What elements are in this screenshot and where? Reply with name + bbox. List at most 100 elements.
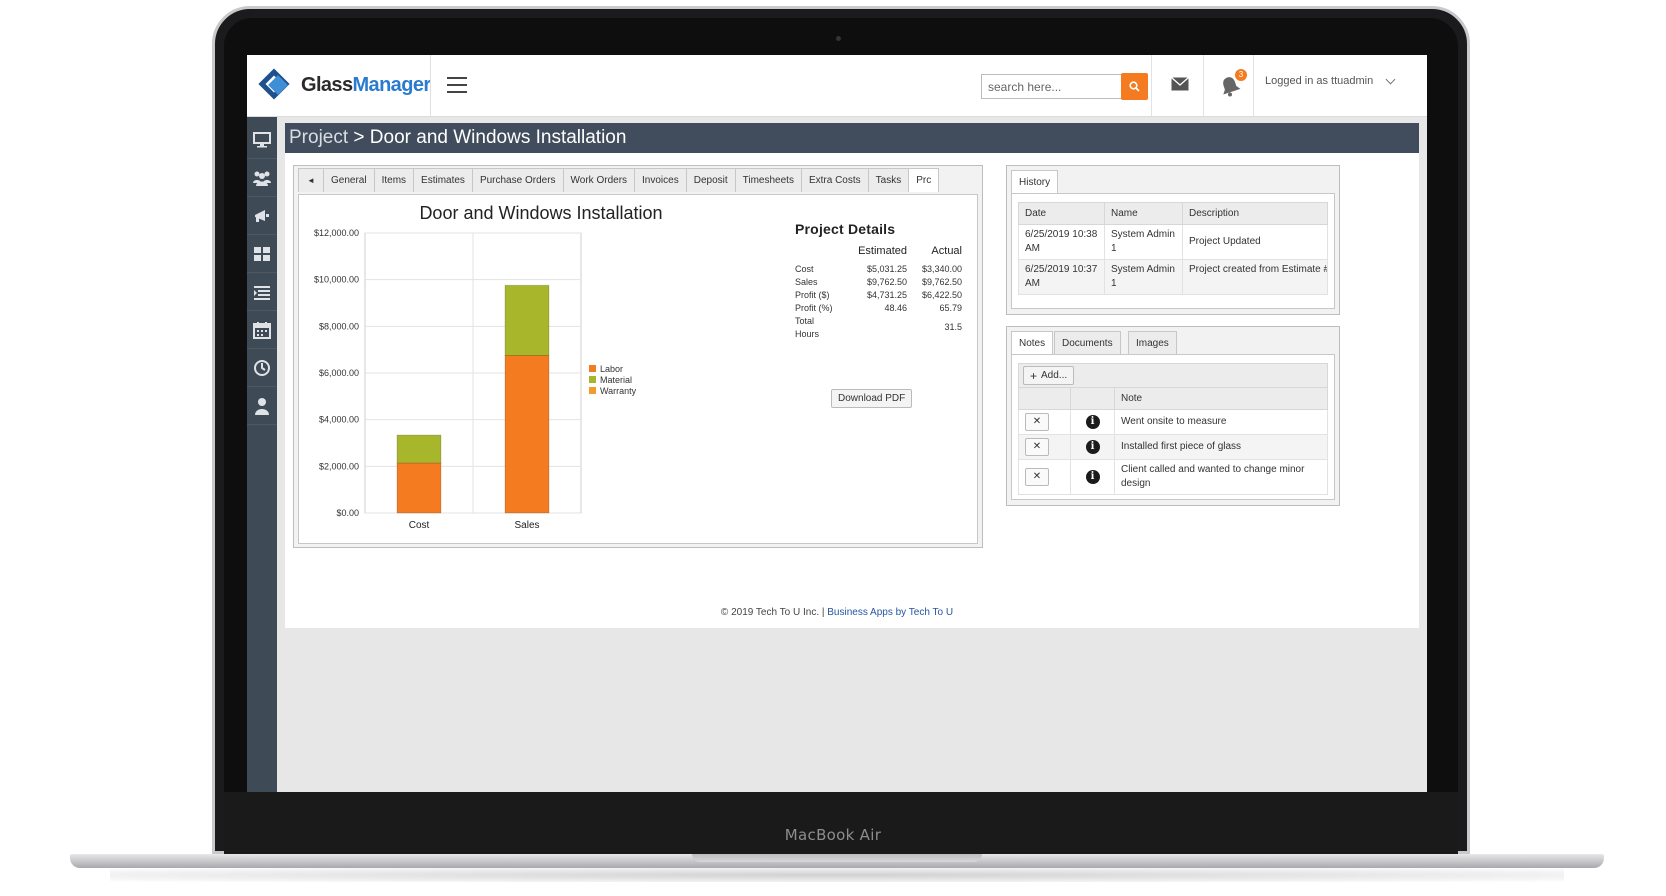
- notifications-bell-icon[interactable]: 3: [1219, 69, 1247, 97]
- search-button[interactable]: [1121, 73, 1148, 100]
- plus-icon: +: [1030, 368, 1038, 383]
- sidebar-item-timesheets[interactable]: [247, 349, 277, 387]
- footer-separator: |: [819, 607, 828, 618]
- page-title-bar: Project > Door and Windows Installation: [285, 123, 1419, 153]
- laptop-base-notch: [692, 854, 982, 862]
- user-menu[interactable]: Logged in as ttuadmin: [1265, 74, 1396, 87]
- tab-invoices[interactable]: Invoices: [634, 168, 687, 192]
- history-col-description: Description: [1182, 202, 1328, 225]
- table-row: 6/25/2019 10:38 AM System Admin 1 Projec…: [1018, 224, 1328, 260]
- notes-header-row: Note: [1018, 387, 1328, 410]
- hamburger-menu-icon[interactable]: [447, 77, 467, 93]
- breadcrumb-project[interactable]: Project: [289, 127, 349, 148]
- x-tick-label: Sales: [514, 520, 539, 531]
- profit-chart-area: Door and Windows Installation $0.00 $2,00…: [298, 194, 978, 544]
- footer-link[interactable]: Business Apps by Tech To U: [827, 607, 954, 618]
- app-screen: GlassManager 3 Logged in as ttuadmin: [247, 55, 1427, 792]
- header-divider: [1151, 55, 1152, 117]
- tab-history[interactable]: History: [1011, 170, 1059, 194]
- details-row-profit-dollars: Profit ($) $4,731.25 $6,422.50: [795, 290, 962, 300]
- tab-notes[interactable]: Notes: [1011, 331, 1054, 355]
- download-pdf-button[interactable]: Download PDF: [831, 389, 913, 408]
- notification-count-badge: 3: [1235, 69, 1247, 81]
- delete-note-button[interactable]: ✕: [1025, 468, 1049, 486]
- tabs-scroll-left-button[interactable]: ◄: [298, 168, 324, 192]
- delete-note-button[interactable]: ✕: [1025, 438, 1049, 456]
- close-icon: ✕: [1032, 441, 1042, 452]
- total-hours-label: Total Hours: [795, 316, 820, 339]
- legend-label: Warranty: [600, 385, 637, 396]
- note-text: Installed first piece of glass: [1114, 434, 1328, 460]
- clock-icon: [254, 359, 270, 376]
- y-tick-label: $10,000.00: [314, 275, 359, 285]
- tab-deposit[interactable]: Deposit: [685, 168, 736, 192]
- sidebar-item-dashboard[interactable]: [247, 121, 277, 159]
- notes-toolbar-row: + Add...: [1018, 363, 1328, 388]
- legend-item-warranty: Warranty: [589, 385, 636, 396]
- search-icon: [1129, 81, 1140, 92]
- chart-legend: Labor Material Warranty: [589, 363, 636, 396]
- table-row: ✕ i Went onsite to measure: [1018, 409, 1328, 435]
- info-icon[interactable]: i: [1085, 470, 1100, 484]
- y-tick-label: $12,000.00: [314, 228, 359, 238]
- search-input[interactable]: [981, 74, 1125, 99]
- y-tick-label: $8,000.00: [319, 321, 359, 331]
- tab-documents[interactable]: Documents: [1054, 331, 1121, 355]
- top-bar: GlassManager 3 Logged in as ttuadmin: [247, 55, 1427, 117]
- page-title: Door and Windows Installation: [369, 127, 627, 148]
- y-tick-label: $2,000.00: [319, 461, 359, 471]
- header-divider: [1203, 55, 1204, 117]
- details-row-total-hours: Total Hours 31.5: [795, 315, 965, 341]
- y-tick-label: $6,000.00: [319, 368, 359, 378]
- table-row: ✕ i Client called and wanted to change m…: [1018, 459, 1328, 495]
- bar-segment-material: [504, 284, 550, 356]
- details-row-sales: Sales $9,762.50 $9,762.50: [795, 277, 962, 287]
- add-note-label: Add...: [1041, 370, 1068, 381]
- main-content: Project > Door and Windows Installation …: [285, 123, 1419, 628]
- header-divider: [1253, 55, 1254, 117]
- tab-extra-costs[interactable]: Extra Costs: [800, 168, 869, 192]
- project-details: Project Details Estimated Actual Cost $5,…: [795, 221, 965, 408]
- col-estimated: Estimated: [858, 245, 907, 257]
- logo-mark-icon: [258, 67, 295, 103]
- legend-label: Labor: [600, 363, 624, 374]
- bar-segment-material: [396, 434, 442, 464]
- tab-profit[interactable]: Prc: [908, 168, 940, 192]
- tab-work-orders[interactable]: Work Orders: [562, 168, 636, 192]
- project-tabs: ◄ General Items Estimates Purchase Order…: [298, 168, 940, 192]
- sidebar-item-customers[interactable]: [247, 159, 277, 197]
- total-hours-actual: 31.5: [944, 322, 962, 332]
- tab-general[interactable]: General: [323, 168, 375, 192]
- info-icon[interactable]: i: [1085, 415, 1100, 429]
- tab-estimates[interactable]: Estimates: [413, 168, 473, 192]
- tab-tasks[interactable]: Tasks: [867, 168, 910, 192]
- legend-swatch: [589, 365, 596, 372]
- tab-timesheets[interactable]: Timesheets: [734, 168, 802, 192]
- breadcrumb-separator: >: [348, 127, 370, 148]
- sidebar-item-lists[interactable]: [247, 273, 277, 311]
- sidebar-item-marketing[interactable]: [247, 197, 277, 235]
- add-note-button[interactable]: + Add...: [1023, 366, 1075, 385]
- delete-note-button[interactable]: ✕: [1025, 413, 1049, 431]
- details-row-cost: Cost $5,031.25 $3,340.00: [795, 264, 962, 274]
- notes-col-note: Note: [1114, 387, 1328, 410]
- project-details-header: Estimated Actual: [795, 245, 965, 257]
- monitor-icon: [253, 131, 271, 147]
- legend-label: Material: [600, 374, 633, 385]
- person-icon: [255, 397, 269, 415]
- logo-text: GlassManager: [301, 74, 431, 97]
- mail-icon[interactable]: [1171, 77, 1189, 91]
- sidebar-item-modules[interactable]: [247, 235, 277, 273]
- sidebar-item-users[interactable]: [247, 387, 277, 425]
- notes-panel: Notes Documents Images + Add... Note: [1006, 326, 1340, 506]
- tab-purchase-orders[interactable]: Purchase Orders: [471, 168, 564, 192]
- laptop-shadow: [110, 868, 1564, 882]
- glassmanager-logo[interactable]: GlassManager: [258, 65, 435, 105]
- note-text: Went onsite to measure: [1114, 409, 1328, 435]
- tab-images[interactable]: Images: [1128, 331, 1177, 355]
- tab-items[interactable]: Items: [373, 168, 415, 192]
- sidebar-item-calendar[interactable]: [247, 311, 277, 349]
- info-icon[interactable]: i: [1085, 440, 1100, 454]
- header-divider: [430, 55, 431, 117]
